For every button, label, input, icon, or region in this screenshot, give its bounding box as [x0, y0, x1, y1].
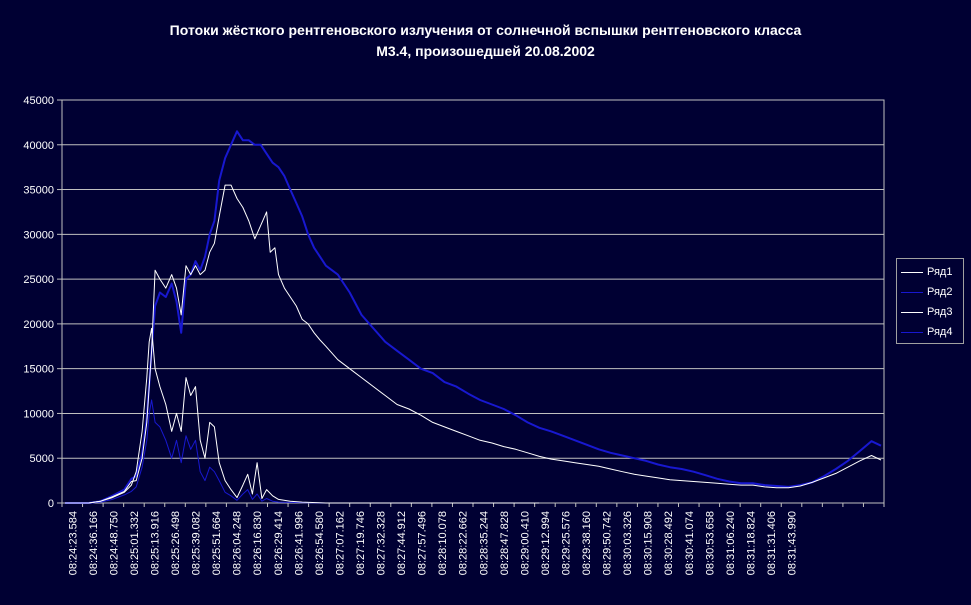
x-tick-label: 08:27:57.496	[417, 511, 429, 575]
y-tick-label: 20000	[23, 319, 54, 331]
x-tick-label: 08:31:18.824	[745, 511, 757, 575]
x-tick-label: 08:28:10.078	[437, 511, 449, 575]
legend-item-4: Ряд4	[901, 322, 959, 342]
x-tick-label: 08:24:23.584	[67, 511, 79, 575]
x-tick-label: 08:29:25.576	[560, 511, 572, 575]
x-tick-label: 08:26:41.996	[293, 511, 305, 575]
legend-label: Ряд4	[927, 326, 953, 338]
x-tick-label: 08:31:31.406	[766, 511, 778, 575]
x-tick-label: 08:30:28.492	[663, 511, 675, 575]
chart-legend: Ряд1 Ряд2 Ряд3 Ряд4	[896, 258, 964, 344]
y-tick-label: 10000	[23, 408, 54, 420]
series-line-2	[65, 130, 882, 504]
y-tick-label: 40000	[23, 140, 54, 152]
x-tick-label: 08:30:41.074	[684, 511, 696, 575]
x-tick-label: 08:26:29.414	[273, 511, 285, 575]
x-tick-label: 08:25:39.082	[191, 511, 203, 575]
x-tick-label: 08:25:51.664	[211, 511, 223, 575]
legend-swatch	[901, 271, 923, 273]
x-tick-label: 08:29:50.742	[602, 511, 614, 575]
x-tick-label: 08:29:38.160	[581, 511, 593, 575]
legend-item-2: Ряд2	[901, 282, 959, 302]
x-tick-label: 08:28:47.828	[499, 511, 511, 575]
y-tick-label: 5000	[30, 453, 54, 465]
x-tick-label: 08:29:12.994	[540, 511, 552, 575]
y-tick-label: 15000	[23, 364, 54, 376]
chart-title: Потоки жёсткого рентгеновского излучения…	[0, 20, 971, 62]
legend-label: Ряд3	[927, 306, 953, 318]
legend-label: Ряд1	[927, 266, 953, 278]
series-line-3	[65, 184, 882, 504]
x-tick-label: 08:29:00.410	[519, 511, 531, 575]
y-tick-label: 30000	[23, 229, 54, 241]
x-tick-label: 08:30:03.326	[622, 511, 634, 575]
y-tick-label: 0	[48, 498, 54, 510]
x-tick-label: 08:25:13.916	[149, 511, 161, 575]
x-tick-label: 08:26:54.580	[314, 511, 326, 575]
chart-title-line-2: М3.4, произошедшей 20.08.2002	[376, 43, 595, 59]
series-line-1	[65, 327, 540, 504]
y-tick-label: 35000	[23, 185, 54, 197]
x-tick-label: 08:25:26.498	[170, 511, 182, 575]
x-tick-label: 08:31:43.990	[787, 511, 799, 575]
x-tick-label: 08:27:32.328	[376, 511, 388, 575]
x-tick-label: 08:26:16.830	[252, 511, 264, 575]
x-tick-label: 08:28:35.244	[478, 511, 490, 575]
y-tick-label: 25000	[23, 274, 54, 286]
x-tick-label: 08:31:06.240	[725, 511, 737, 575]
x-tick-label: 08:30:53.658	[704, 511, 716, 575]
legend-swatch	[901, 311, 923, 313]
x-tick-label: 08:24:48.750	[108, 511, 120, 575]
x-tick-label: 08:26:04.248	[232, 511, 244, 575]
x-tick-label: 08:30:15.908	[643, 511, 655, 575]
legend-item-1: Ряд1	[901, 262, 959, 282]
x-tick-label: 08:27:07.162	[334, 511, 346, 575]
legend-swatch	[901, 331, 923, 333]
x-tick-label: 08:24:36.166	[88, 511, 100, 575]
y-tick-label: 45000	[23, 95, 54, 107]
x-tick-label: 08:25:01.332	[129, 511, 141, 575]
chart-title-line-1: Потоки жёсткого рентгеновского излучения…	[169, 22, 802, 38]
x-tick-label: 08:28:22.662	[458, 511, 470, 575]
x-tick-label: 08:27:19.746	[355, 511, 367, 575]
x-tick-label: 08:27:44.912	[396, 511, 408, 575]
legend-label: Ряд2	[927, 286, 953, 298]
legend-item-3: Ряд3	[901, 302, 959, 322]
series-line-4	[65, 399, 540, 504]
legend-swatch	[901, 291, 923, 293]
